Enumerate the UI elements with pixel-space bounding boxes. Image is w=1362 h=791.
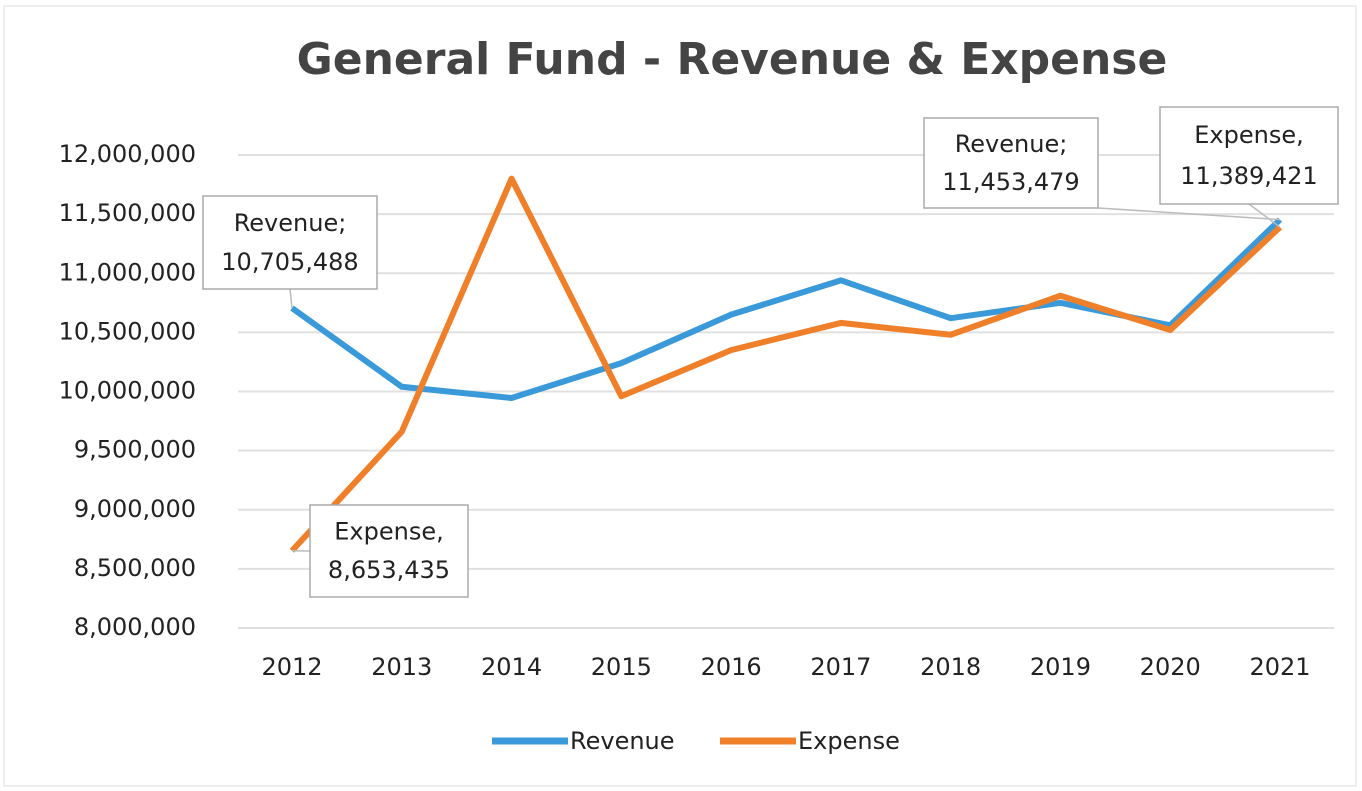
y-tick-label: 8,000,000 (74, 613, 196, 641)
chart-title: General Fund - Revenue & Expense (297, 34, 1168, 85)
data-label: 11,389,421 (1180, 162, 1317, 190)
legend-label: Expense (798, 727, 900, 755)
label-box (202, 195, 378, 290)
label-box (1159, 106, 1339, 205)
label-box (309, 504, 469, 598)
x-tick-label: 2020 (1140, 653, 1201, 681)
x-tick-label: 2016 (701, 653, 762, 681)
y-tick-label: 9,000,000 (74, 495, 196, 523)
y-tick-label: 9,500,000 (74, 436, 196, 464)
y-tick-label: 10,000,000 (59, 377, 196, 405)
x-tick-label: 2012 (261, 653, 322, 681)
x-tick-label: 2014 (481, 653, 542, 681)
label-name: Expense, (334, 518, 443, 546)
y-tick-label: 8,500,000 (74, 554, 196, 582)
y-tick-label: 10,500,000 (59, 317, 196, 345)
chart-frame (3, 5, 1357, 787)
data-label: 11,453,479 (942, 168, 1079, 196)
label-box (923, 117, 1099, 209)
data-label: 10,705,488 (221, 248, 358, 276)
series-line (289, 175, 1283, 553)
label-leader (1248, 203, 1281, 228)
label-name: Revenue; (955, 130, 1068, 158)
label-leader (1097, 207, 1281, 221)
x-tick-label: 2018 (920, 653, 981, 681)
x-tick-label: 2017 (810, 653, 871, 681)
legend-label: Revenue (570, 727, 675, 755)
data-label: 8,653,435 (328, 556, 450, 584)
label-name: Expense, (1194, 121, 1303, 149)
label-name: Revenue; (234, 209, 347, 237)
y-tick-label: 11,500,000 (59, 199, 196, 227)
y-tick-label: 11,000,000 (59, 258, 196, 286)
x-tick-label: 2021 (1249, 653, 1310, 681)
y-tick-label: 12,000,000 (59, 140, 196, 168)
x-tick-label: 2013 (371, 653, 432, 681)
label-leader (289, 288, 293, 309)
x-tick-label: 2015 (591, 653, 652, 681)
x-tick-label: 2019 (1030, 653, 1091, 681)
